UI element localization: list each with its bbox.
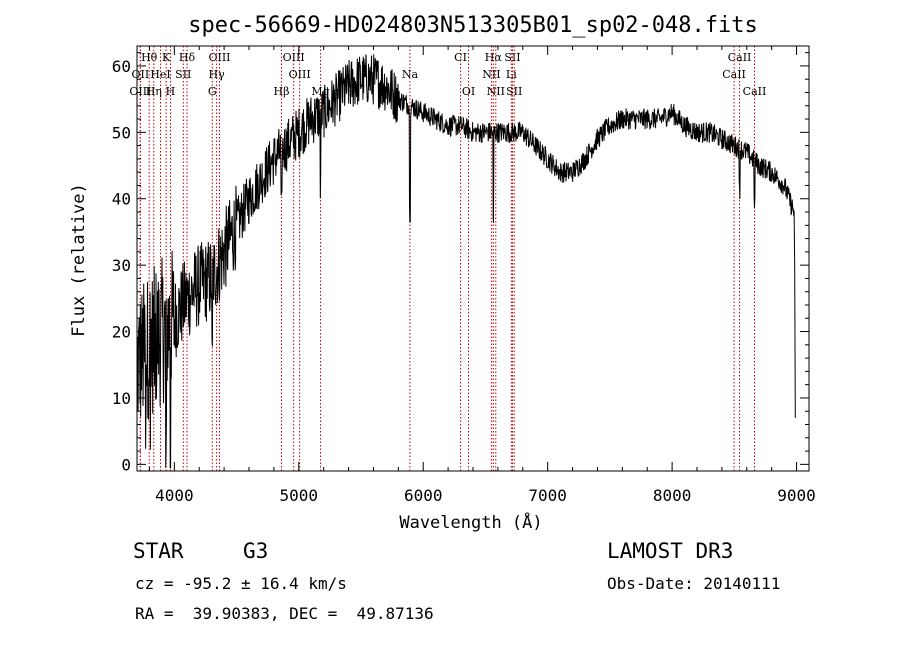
coordinates: RA = 39.90383, DEC = 49.87136 bbox=[135, 604, 434, 623]
y-tick-label: 40 bbox=[112, 190, 131, 209]
y-axis-label: Flux (relative) bbox=[69, 183, 89, 337]
spectral-line-label: HeI bbox=[150, 68, 170, 81]
spectral-line-label: SII bbox=[504, 51, 520, 64]
spectral-line-label: Hα bbox=[485, 51, 503, 64]
chart-title: spec-56669-HD024803N513305B01_sp02-048.f… bbox=[188, 13, 758, 38]
spectral-line-label: OIII bbox=[208, 51, 230, 64]
x-axis-label: Wavelength (Å) bbox=[399, 511, 542, 533]
spectral-line-label: Hη bbox=[146, 85, 162, 98]
spectral-line-label: H bbox=[166, 85, 176, 98]
spectral-line-label: OI bbox=[462, 85, 475, 98]
y-tick-label: 10 bbox=[112, 389, 131, 408]
plot-frame bbox=[136, 45, 810, 472]
spectral-line-label: OIII bbox=[289, 68, 311, 81]
subclass: G3 bbox=[243, 539, 269, 563]
spectral-line-label: OIII bbox=[129, 85, 151, 98]
spectral-line-label: Li bbox=[506, 68, 517, 81]
spectral-line-label: NII bbox=[482, 68, 500, 81]
spectral-line-label: Hβ bbox=[274, 85, 290, 98]
y-tick-label: 20 bbox=[112, 323, 131, 342]
obs-date: Obs-Date: 20140111 bbox=[607, 574, 781, 593]
spectral-line-label: CaII bbox=[722, 68, 746, 81]
spectral-line-label: Na bbox=[402, 68, 419, 81]
x-tick-label: 7000 bbox=[528, 486, 567, 505]
spectral-line-label: Hθ bbox=[141, 51, 158, 64]
y-tick-label: 0 bbox=[121, 455, 131, 474]
spectral-line-label: CI bbox=[454, 51, 467, 64]
redshift-readout: cz = -95.2 ± 16.4 km/s bbox=[135, 574, 347, 593]
x-tick-label: 4000 bbox=[155, 486, 194, 505]
x-tick-label: 8000 bbox=[653, 486, 692, 505]
object-class: STAR bbox=[133, 539, 184, 563]
x-tick-label: 5000 bbox=[280, 486, 319, 505]
spectral-line-label: CaII bbox=[728, 51, 752, 64]
y-tick-label: 50 bbox=[112, 123, 131, 142]
spectral-line-label: OIII bbox=[283, 51, 305, 64]
spectral-line-label: K bbox=[162, 51, 171, 64]
spectral-line-label: Hγ bbox=[209, 68, 226, 81]
spectral-line-label: SII bbox=[506, 85, 522, 98]
x-tick-label: 6000 bbox=[404, 486, 443, 505]
spectrum-series-line bbox=[136, 54, 796, 469]
survey-name: LAMOST DR3 bbox=[607, 539, 734, 563]
x-tick-label: 9000 bbox=[777, 486, 816, 505]
spectral-line-label: SII bbox=[175, 68, 191, 81]
spectral-line-label: Hδ bbox=[179, 51, 196, 64]
spectral-line-label: CaII bbox=[743, 85, 767, 98]
spectral-line-label: NII bbox=[487, 85, 505, 98]
spectral-line-label: G bbox=[208, 85, 217, 98]
y-tick-label: 30 bbox=[112, 256, 131, 275]
y-tick-label: 60 bbox=[112, 57, 131, 76]
